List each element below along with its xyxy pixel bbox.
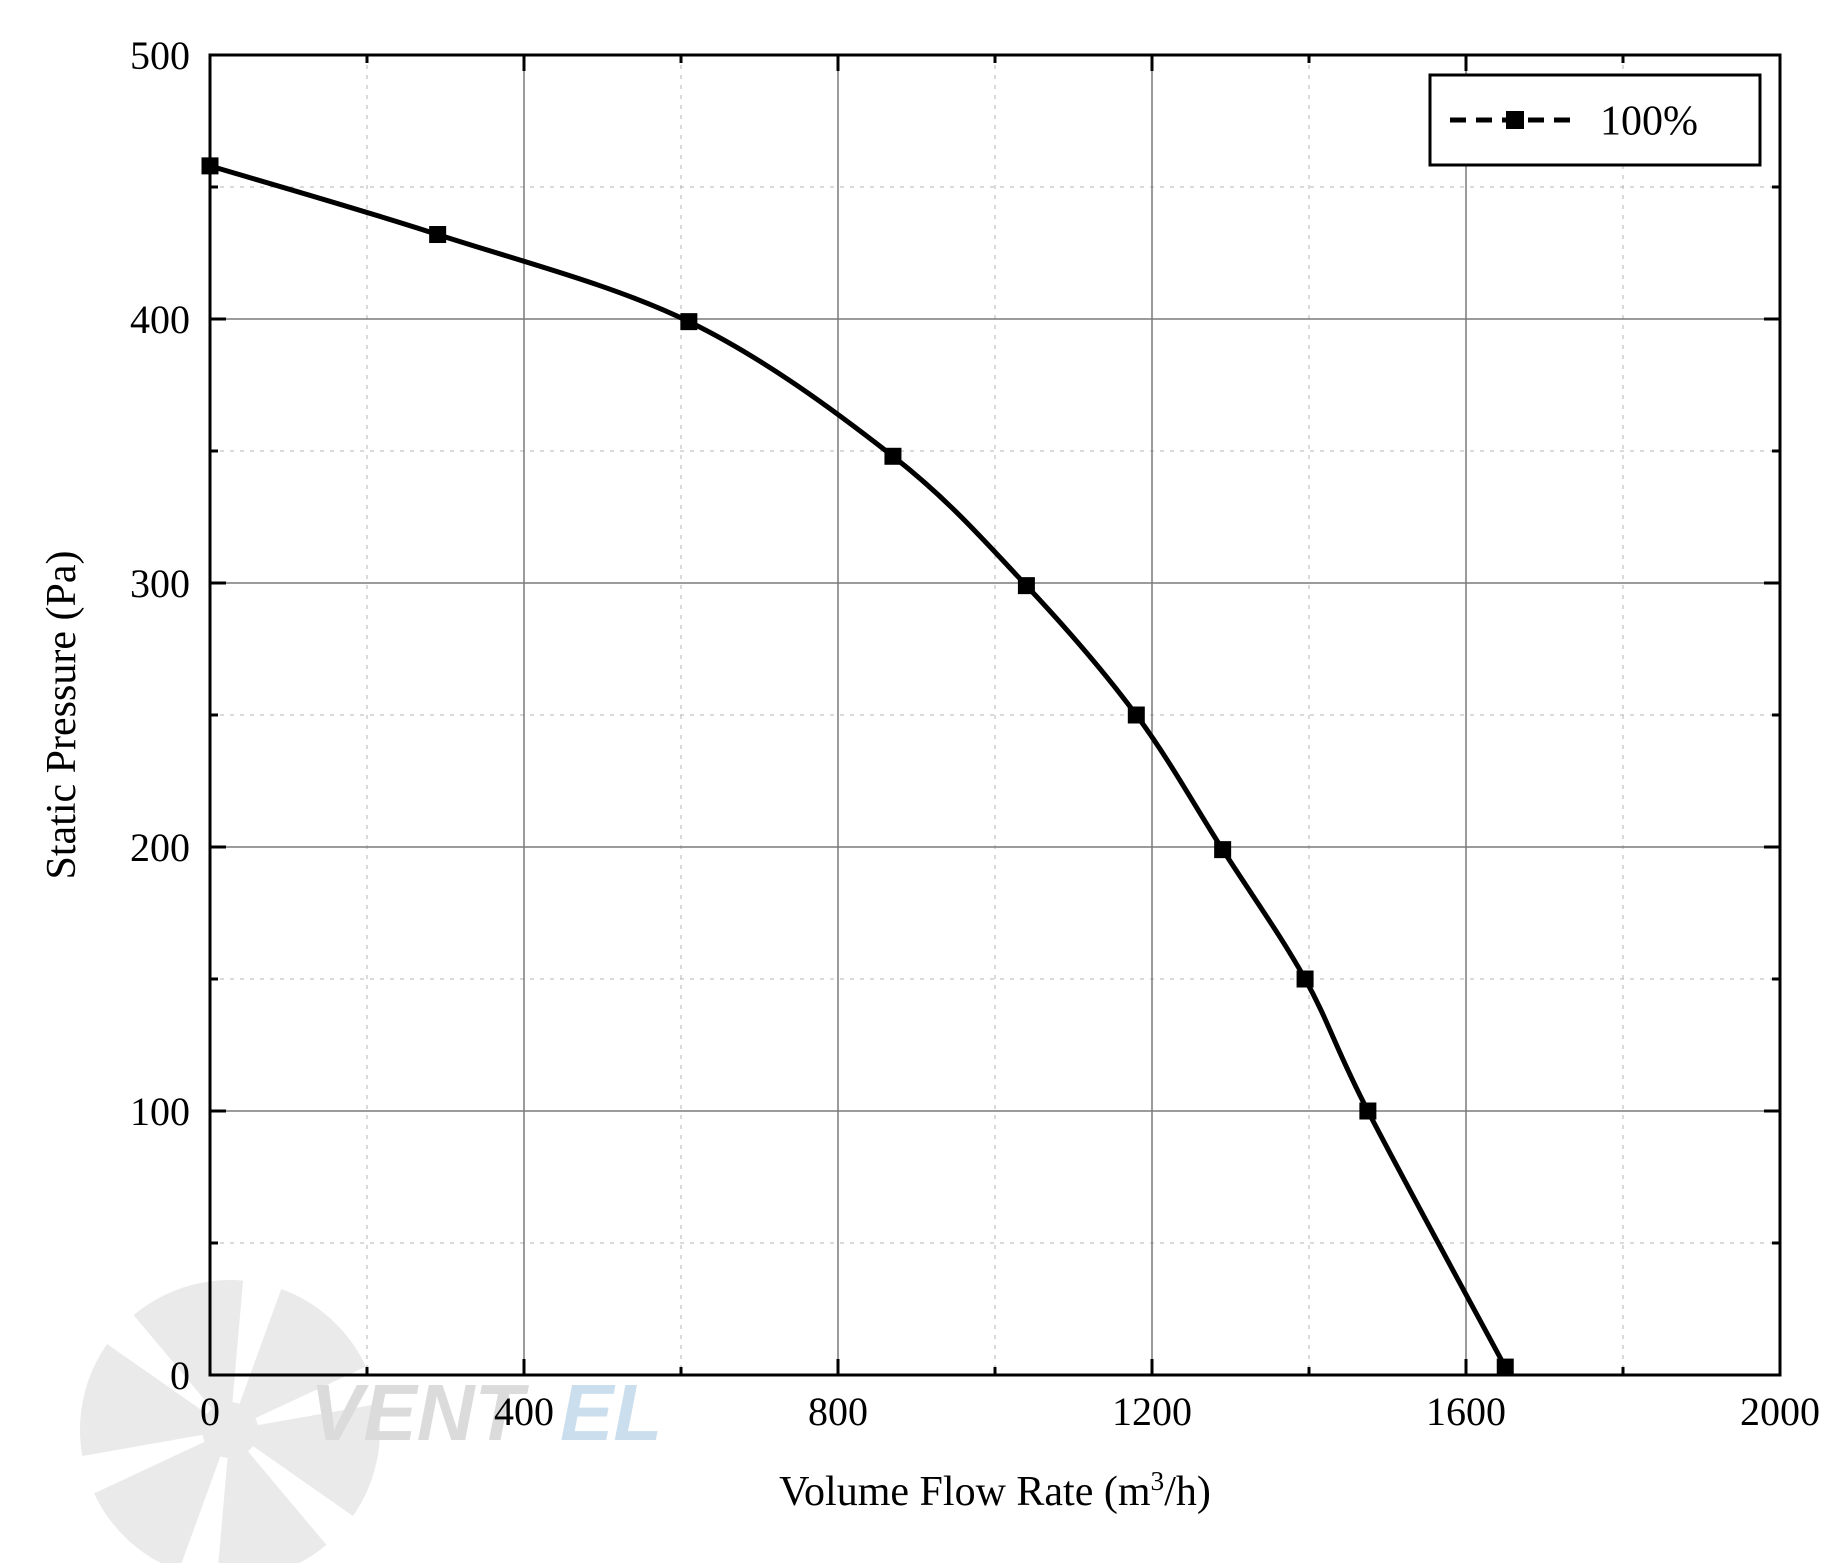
- y-tick-label: 100: [130, 1089, 190, 1134]
- fan-curve-chart: VENTEL0400800120016002000010020030040050…: [0, 0, 1830, 1563]
- series-marker: [1018, 578, 1034, 594]
- x-tick-label: 400: [494, 1389, 554, 1434]
- series-marker: [1297, 971, 1313, 987]
- watermark-text-2: EL: [560, 1368, 662, 1457]
- y-tick-label: 300: [130, 561, 190, 606]
- x-tick-label: 1600: [1426, 1389, 1506, 1434]
- y-axis-label: Static Pressure (Pa): [39, 551, 85, 880]
- series-marker: [430, 227, 446, 243]
- series-marker: [1497, 1359, 1513, 1375]
- legend-label: 100%: [1600, 99, 1698, 145]
- y-tick-label: 0: [170, 1353, 190, 1398]
- series-marker: [1215, 842, 1231, 858]
- chart-svg: VENTEL0400800120016002000010020030040050…: [0, 0, 1830, 1563]
- x-tick-label: 800: [808, 1389, 868, 1434]
- series-marker: [681, 314, 697, 330]
- x-axis-label: Volume Flow Rate (m3/h): [779, 1466, 1211, 1515]
- series-marker: [1128, 707, 1144, 723]
- x-tick-label: 2000: [1740, 1389, 1820, 1434]
- series-marker: [885, 448, 901, 464]
- legend-marker: [1506, 111, 1524, 129]
- y-tick-label: 400: [130, 297, 190, 342]
- x-tick-label: 0: [200, 1389, 220, 1434]
- x-tick-label: 1200: [1112, 1389, 1192, 1434]
- y-tick-label: 200: [130, 825, 190, 870]
- series-marker: [1360, 1103, 1376, 1119]
- series-marker: [202, 158, 218, 174]
- y-tick-label: 500: [130, 33, 190, 78]
